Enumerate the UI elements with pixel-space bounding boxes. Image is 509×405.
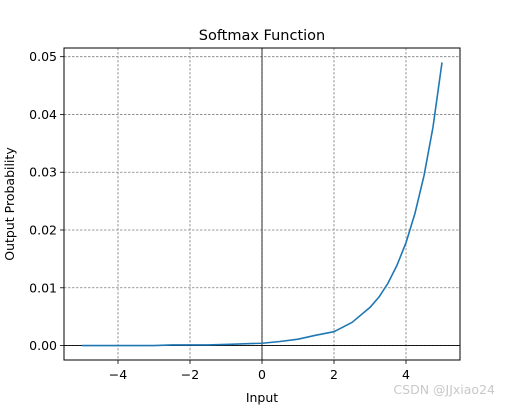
series-line [82,62,443,347]
y-tick-label: 0.01 [29,280,57,295]
y-tick-label: 0.02 [29,223,57,238]
y-tick-label: 0.04 [29,107,57,122]
x-axis-label: Input [246,390,278,405]
x-tick-label: −4 [109,367,127,382]
x-tick-label: −2 [181,367,199,382]
y-tick-label: 0.00 [29,338,57,353]
y-tick-label: 0.03 [29,165,57,180]
chart-title: Softmax Function [199,28,326,44]
x-tick-label: 4 [402,367,410,382]
ticks: −4 −2 0 2 4 0.00 0.01 0.02 0.03 0.04 0.05 [29,49,410,382]
series-layer [82,62,443,347]
x-tick-label: 2 [330,367,338,382]
y-axis-label: Output Probability [2,147,17,261]
y-tick-label: 0.05 [29,49,57,64]
x-tick-label: 0 [258,367,266,382]
watermark: CSDN @JJxiao24 [393,382,495,397]
